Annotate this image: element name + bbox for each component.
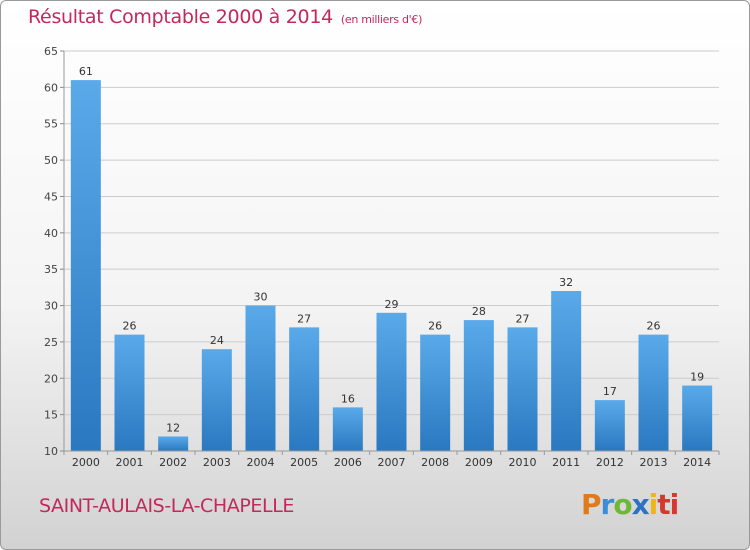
bar-value-label: 26 <box>428 320 442 333</box>
bar <box>376 312 407 451</box>
y-tick-label: 25 <box>44 336 58 349</box>
bar <box>463 320 494 451</box>
bar-value-label: 61 <box>79 65 93 78</box>
bar-value-label: 26 <box>123 320 137 333</box>
logo-letter: i <box>648 488 659 521</box>
y-tick-label: 35 <box>44 263 58 276</box>
bar <box>289 327 320 451</box>
bar <box>201 349 232 451</box>
x-tick-label: 2004 <box>247 456 275 469</box>
bar <box>594 400 625 451</box>
bar-value-label: 29 <box>385 298 399 311</box>
logo-letter: x <box>631 488 650 521</box>
bar <box>332 407 363 451</box>
logo-letter: ti <box>657 488 679 521</box>
x-tick-label: 2013 <box>640 456 668 469</box>
bar-value-label: 28 <box>472 305 486 318</box>
bar-value-label: 24 <box>210 334 224 347</box>
chart-unit: (en milliers d'€) <box>340 13 423 26</box>
y-tick-label: 45 <box>44 190 58 203</box>
x-tick-label: 2001 <box>116 456 144 469</box>
x-tick-label: 2008 <box>421 456 449 469</box>
bar-value-label: 12 <box>166 421 180 434</box>
bar <box>114 334 145 451</box>
grid-layer <box>64 50 719 416</box>
bar-layer: 61 26 12 24 30 27 16 29 26 28 27 32 17 26 19 <box>70 65 713 451</box>
y-tick-label: 55 <box>44 118 58 131</box>
bar-value-label: 26 <box>647 320 661 333</box>
bar <box>638 334 669 451</box>
y-tick-label: 30 <box>44 300 58 313</box>
bar-value-label: 27 <box>297 312 311 325</box>
bar <box>682 385 713 451</box>
y-tick-label: 40 <box>44 227 58 240</box>
bar <box>158 436 189 451</box>
bar-value-label: 30 <box>254 291 268 304</box>
chart-title: Résultat Comptable 2000 à 2014 (en millie… <box>28 6 422 28</box>
x-tick-label: 2005 <box>290 456 318 469</box>
x-tick-label: 2009 <box>465 456 493 469</box>
x-tick-label: 2006 <box>334 456 362 469</box>
x-tick-label: 2014 <box>683 456 711 469</box>
logo-letter: P <box>581 488 602 521</box>
x-tick-label: 2010 <box>509 456 537 469</box>
chart-title-text: Résultat Comptable 2000 à 2014 <box>28 6 333 28</box>
logo-letter: o <box>613 488 632 521</box>
x-tick-label: 2000 <box>72 456 100 469</box>
commune-name: SAINT-AULAIS-LA-CHAPELLE <box>39 495 295 517</box>
bar <box>245 305 276 451</box>
axis-layer: 10 15 20 25 30 35 40 45 50 55 60 65 2000 2001 2002 2003… <box>44 45 720 469</box>
x-tick-label: 2003 <box>203 456 231 469</box>
x-tick-label: 2012 <box>596 456 624 469</box>
y-tick-label: 10 <box>44 445 58 458</box>
bar <box>507 327 538 451</box>
y-tick-label: 60 <box>44 81 58 94</box>
bar <box>420 334 451 451</box>
bar <box>551 291 582 451</box>
y-tick-label: 15 <box>44 409 58 422</box>
x-tick-label: 2011 <box>552 456 580 469</box>
x-tick-label: 2007 <box>378 456 406 469</box>
y-tick-label: 65 <box>44 45 58 58</box>
bar-value-label: 27 <box>516 312 530 325</box>
y-tick-label: 20 <box>44 372 58 385</box>
logo-letter: r <box>600 488 615 521</box>
proxiti-logo: Proxiti <box>581 488 679 521</box>
bar-value-label: 17 <box>603 385 617 398</box>
bar-value-label: 32 <box>559 276 573 289</box>
bar <box>70 80 101 451</box>
bar-value-label: 16 <box>341 392 355 405</box>
y-tick-label: 50 <box>44 154 58 167</box>
bar-value-label: 19 <box>690 371 704 384</box>
x-tick-label: 2002 <box>159 456 187 469</box>
